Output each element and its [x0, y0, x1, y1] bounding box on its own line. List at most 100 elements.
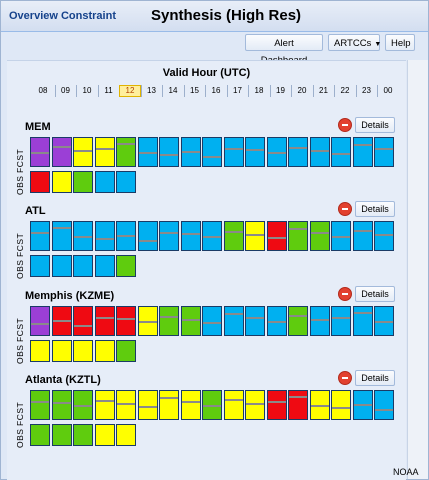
forecast-cell[interactable]	[180, 306, 201, 336]
forecast-cell[interactable]	[202, 306, 222, 336]
forecast-cell[interactable]	[73, 221, 93, 251]
forecast-cell[interactable]	[288, 137, 308, 167]
forecast-cell[interactable]	[30, 221, 50, 251]
observed-cell[interactable]	[94, 424, 115, 446]
details-button[interactable]: Details	[355, 117, 395, 133]
forecast-cell[interactable]	[331, 306, 351, 336]
forecast-cell[interactable]	[374, 221, 394, 251]
forecast-cell[interactable]	[180, 221, 201, 251]
remove-icon[interactable]	[338, 371, 352, 385]
forecast-cell[interactable]	[352, 390, 373, 420]
forecast-cell[interactable]	[223, 390, 244, 420]
forecast-cell[interactable]	[266, 137, 287, 167]
forecast-cell[interactable]	[223, 137, 244, 167]
forecast-cell[interactable]	[116, 137, 136, 167]
forecast-cell[interactable]	[51, 221, 72, 251]
forecast-cell[interactable]	[159, 221, 179, 251]
forecast-cell[interactable]	[245, 306, 265, 336]
forecast-cell[interactable]	[137, 137, 158, 167]
forecast-cell[interactable]	[137, 390, 158, 420]
observed-cell[interactable]	[116, 424, 136, 446]
observed-cell[interactable]	[73, 424, 93, 446]
details-button[interactable]: Details	[355, 286, 395, 302]
forecast-cell[interactable]	[309, 137, 330, 167]
forecast-cell[interactable]	[288, 306, 308, 336]
forecast-cell[interactable]	[51, 137, 72, 167]
forecast-cell[interactable]	[51, 390, 72, 420]
forecast-cell[interactable]	[202, 390, 222, 420]
forecast-cell[interactable]	[30, 390, 50, 420]
forecast-cell[interactable]	[374, 306, 394, 336]
forecast-cell[interactable]	[288, 390, 308, 420]
forecast-cell[interactable]	[137, 306, 158, 336]
forecast-cell[interactable]	[309, 221, 330, 251]
forecast-cell[interactable]	[180, 390, 201, 420]
forecast-cell[interactable]	[116, 390, 136, 420]
forecast-cell[interactable]	[352, 306, 373, 336]
forecast-cell[interactable]	[352, 137, 373, 167]
forecast-cell[interactable]	[159, 306, 179, 336]
observed-cell[interactable]	[30, 255, 50, 277]
forecast-cell[interactable]	[180, 137, 201, 167]
forecast-cell[interactable]	[223, 306, 244, 336]
observed-cell[interactable]	[51, 340, 72, 362]
observed-cell[interactable]	[73, 255, 93, 277]
remove-icon[interactable]	[338, 287, 352, 301]
forecast-cell[interactable]	[223, 221, 244, 251]
observed-cell[interactable]	[51, 424, 72, 446]
forecast-cell[interactable]	[374, 390, 394, 420]
forecast-cell[interactable]	[137, 221, 158, 251]
forecast-cell[interactable]	[51, 306, 72, 336]
forecast-cell[interactable]	[245, 221, 265, 251]
app-title[interactable]: Overview Constraint	[9, 10, 116, 22]
forecast-cell[interactable]	[331, 390, 351, 420]
forecast-cell[interactable]	[288, 221, 308, 251]
forecast-cell[interactable]	[159, 137, 179, 167]
forecast-cell[interactable]	[245, 137, 265, 167]
observed-cell[interactable]	[30, 171, 50, 193]
forecast-cell[interactable]	[94, 306, 115, 336]
artccs-menu-button[interactable]: ARTCCs ▼	[328, 34, 381, 51]
vertical-scrollbar[interactable]	[407, 60, 428, 479]
forecast-cell[interactable]	[116, 306, 136, 336]
forecast-cell[interactable]	[30, 137, 50, 167]
alert-dashboard-button[interactable]: Alert Dashboard	[245, 34, 323, 66]
observed-cell[interactable]	[30, 340, 50, 362]
observed-cell[interactable]	[51, 171, 72, 193]
forecast-cell[interactable]	[266, 390, 287, 420]
observed-cell[interactable]	[73, 340, 93, 362]
observed-cell[interactable]	[94, 171, 115, 193]
forecast-cell[interactable]	[73, 390, 93, 420]
forecast-cell[interactable]	[94, 221, 115, 251]
remove-icon[interactable]	[338, 118, 352, 132]
forecast-cell[interactable]	[331, 137, 351, 167]
forecast-cell[interactable]	[309, 390, 330, 420]
observed-cell[interactable]	[94, 340, 115, 362]
forecast-cell[interactable]	[94, 390, 115, 420]
details-button[interactable]: Details	[355, 370, 395, 386]
details-button[interactable]: Details	[355, 201, 395, 217]
remove-icon[interactable]	[338, 202, 352, 216]
observed-cell[interactable]	[94, 255, 115, 277]
forecast-cell[interactable]	[352, 221, 373, 251]
forecast-cell[interactable]	[202, 137, 222, 167]
forecast-cell[interactable]	[245, 390, 265, 420]
observed-cell[interactable]	[116, 340, 136, 362]
forecast-cell[interactable]	[309, 306, 330, 336]
observed-cell[interactable]	[116, 255, 136, 277]
help-button[interactable]: Help	[385, 34, 415, 51]
forecast-cell[interactable]	[202, 221, 222, 251]
forecast-cell[interactable]	[374, 137, 394, 167]
forecast-cell[interactable]	[73, 137, 93, 167]
forecast-cell[interactable]	[94, 137, 115, 167]
forecast-cell[interactable]	[331, 221, 351, 251]
forecast-cell[interactable]	[73, 306, 93, 336]
forecast-cell[interactable]	[159, 390, 179, 420]
forecast-cell[interactable]	[30, 306, 50, 336]
observed-cell[interactable]	[30, 424, 50, 446]
observed-cell[interactable]	[51, 255, 72, 277]
forecast-cell[interactable]	[266, 221, 287, 251]
forecast-cell[interactable]	[116, 221, 136, 251]
observed-cell[interactable]	[73, 171, 93, 193]
forecast-cell[interactable]	[266, 306, 287, 336]
